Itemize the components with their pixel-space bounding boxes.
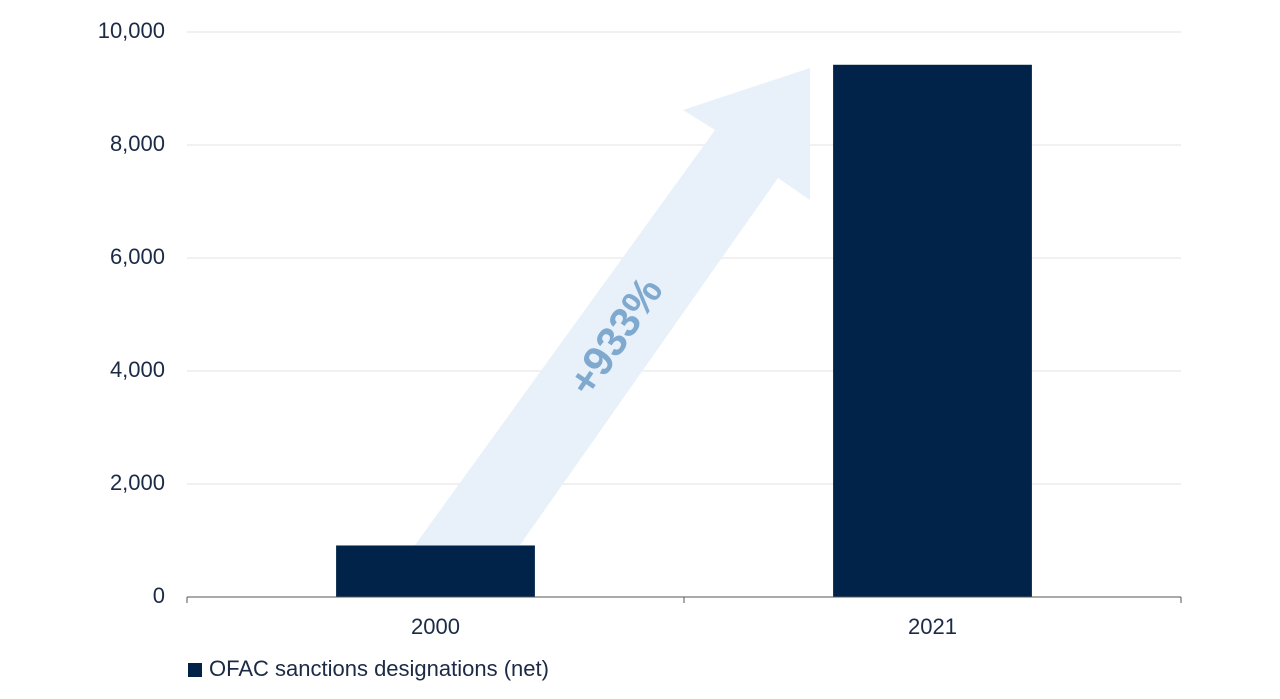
- y-tick-label: 6,000: [110, 244, 165, 269]
- bar: [336, 545, 535, 597]
- legend-swatch: [188, 663, 202, 677]
- bar: [833, 64, 1032, 597]
- x-tick-label: 2000: [411, 614, 460, 639]
- x-tick-label: 2021: [908, 614, 957, 639]
- y-tick-label: 4,000: [110, 357, 165, 382]
- y-tick-label: 2,000: [110, 470, 165, 495]
- y-tick-label: 8,000: [110, 131, 165, 156]
- y-tick-label: 10,000: [98, 18, 165, 43]
- legend-label: OFAC sanctions designations (net): [209, 656, 549, 681]
- growth-arrow: [415, 68, 810, 545]
- y-tick-label: 0: [153, 583, 165, 608]
